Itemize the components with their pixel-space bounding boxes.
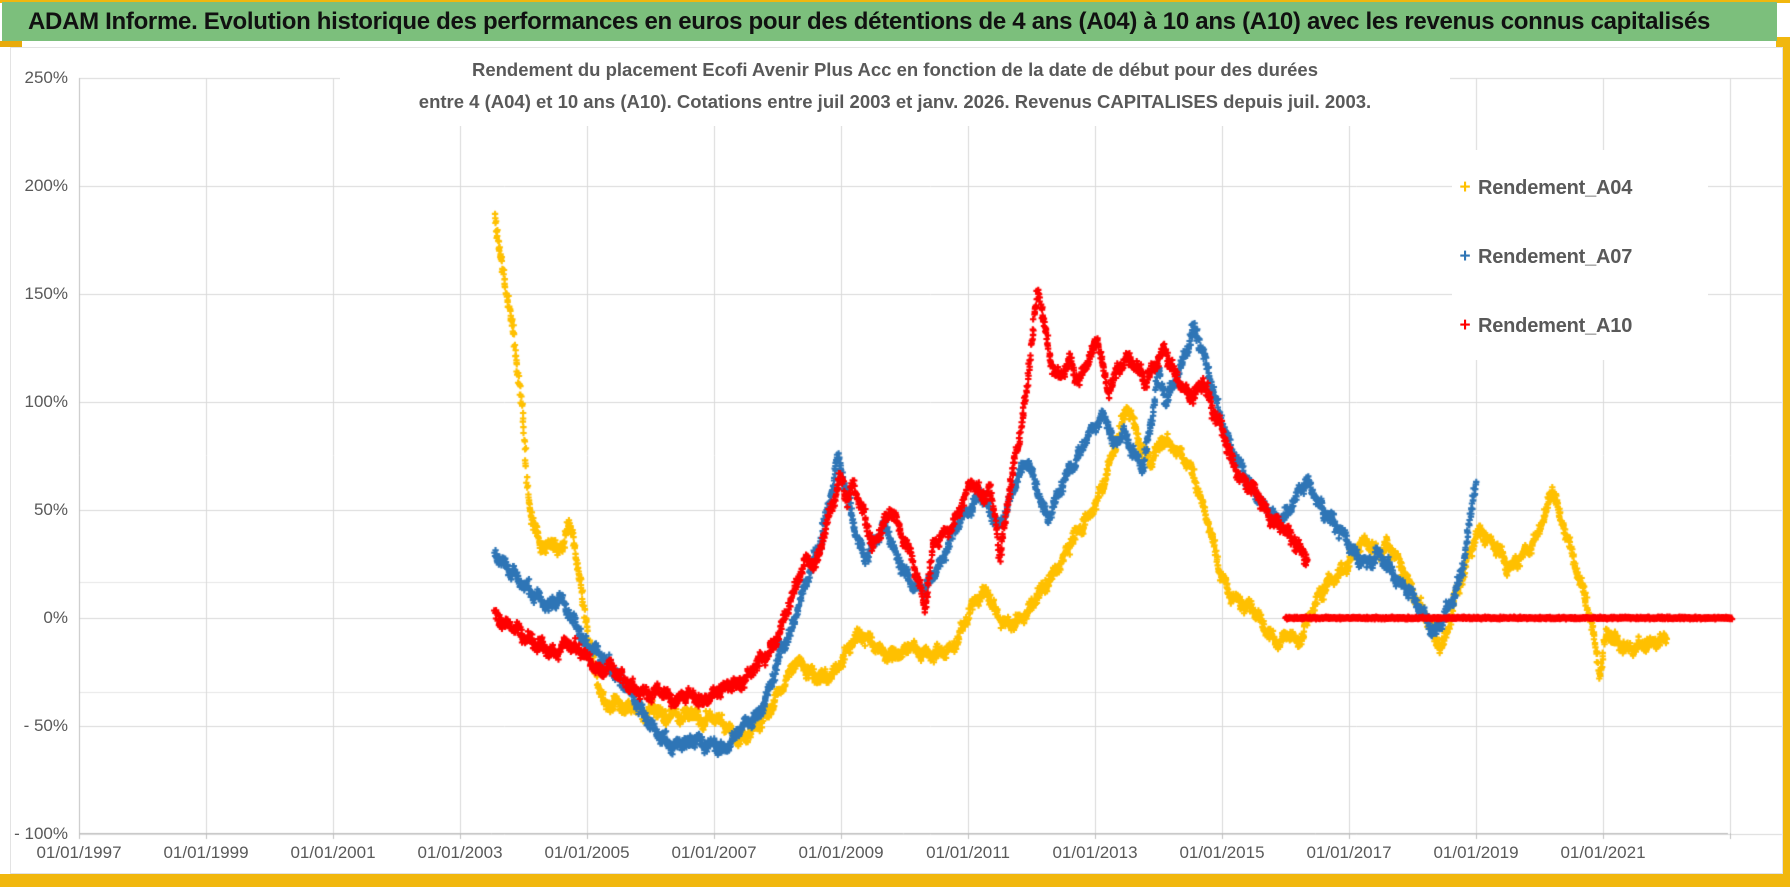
chart-title-line1: Rendement du placement Ecofi Avenir Plus… [471,59,1319,80]
x-axis-label: 01/01/2013 [1052,843,1138,862]
y-axis-label: 200% [24,176,68,195]
y-axis-label: 100% [24,392,68,411]
legend-item[interactable]: + Rendement_A04 [1452,174,1708,202]
x-axis-label: 01/01/1999 [163,843,249,862]
x-axis-label: 01/01/2019 [1433,843,1519,862]
legend-item-label: Rendement_A10 [1478,314,1633,337]
x-axis-label: 01/01/2017 [1306,843,1392,862]
y-axis-label: 250% [24,68,68,87]
y-axis-label: 150% [24,284,68,303]
legend-item[interactable]: + Rendement_A07 [1452,243,1708,271]
y-axis-label: - 100% [14,824,68,843]
plus-marker-icon: + [1459,246,1471,267]
chart-title: Rendement du placement Ecofi Avenir Plus… [340,54,1450,126]
x-axis-label: 01/01/2001 [290,843,376,862]
x-axis-label: 01/01/2007 [671,843,757,862]
legend-item[interactable]: + Rendement_A10 [1452,312,1708,340]
plus-marker-icon: + [1459,177,1471,198]
x-axis-label: 01/01/2011 [926,843,1010,862]
x-axis-label: 01/01/1997 [36,843,122,862]
y-axis-label: 0% [43,608,68,627]
x-axis-label: 01/01/2021 [1560,843,1646,862]
legend[interactable]: + Rendement_A04 + Rendement_A07 + Rendement_A… [1452,150,1708,360]
y-axis-label: 50% [33,500,68,519]
y-axis-label: - 50% [23,716,68,735]
x-axis-label: 01/01/2005 [544,843,630,862]
x-axis-label: 01/01/2003 [417,843,503,862]
x-axis-label: 01/01/2015 [1179,843,1265,862]
legend-item-label: Rendement_A04 [1478,176,1633,199]
legend-item-label: Rendement_A07 [1478,245,1633,268]
x-axis-label: 01/01/2009 [798,843,884,862]
chart-title-line2: entre 4 (A04) et 10 ans (A10). Cotations… [418,91,1372,112]
plus-marker-icon: + [1459,315,1471,336]
